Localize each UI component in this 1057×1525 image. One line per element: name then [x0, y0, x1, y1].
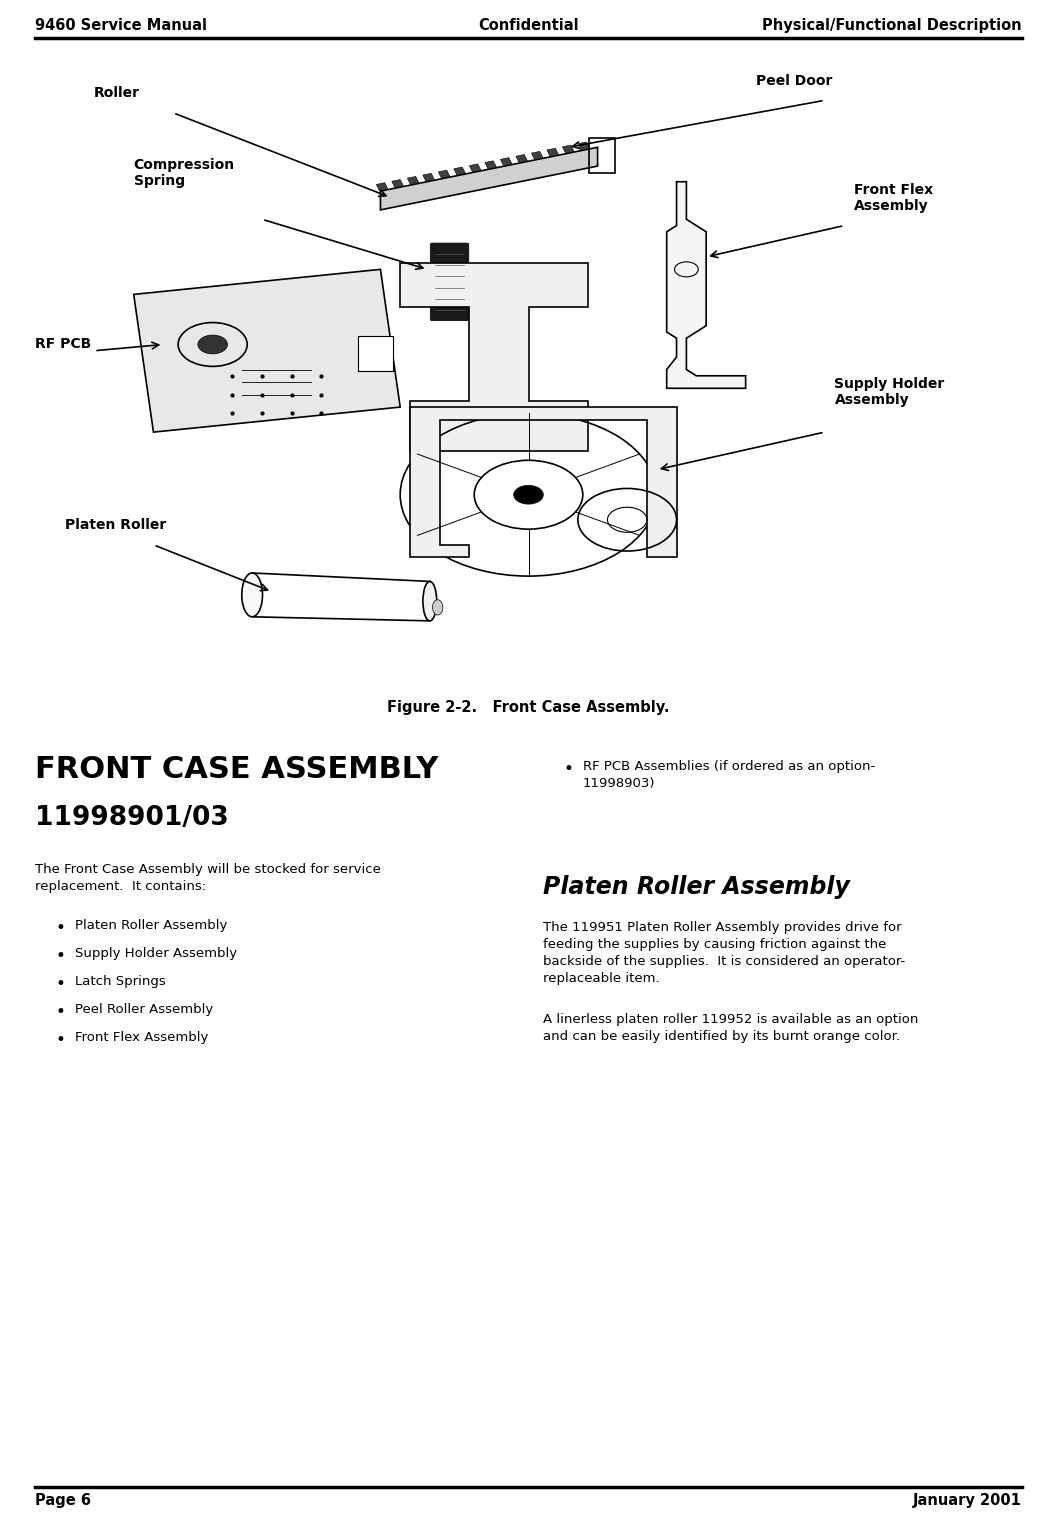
Polygon shape [469, 163, 481, 172]
Polygon shape [410, 407, 676, 557]
Text: Confidential: Confidential [478, 18, 579, 34]
Polygon shape [401, 264, 588, 451]
Text: Supply Holder Assembly: Supply Holder Assembly [75, 947, 237, 961]
Text: Front Flex
Assembly: Front Flex Assembly [854, 183, 933, 214]
Text: Figure 2-2.   Front Case Assembly.: Figure 2-2. Front Case Assembly. [387, 700, 670, 715]
Text: A linerless platen roller 119952 is available as an option
and can be easily ide: A linerless platen roller 119952 is avai… [543, 1013, 919, 1043]
Text: RF PCB Assemblies (if ordered as an option-
11998903): RF PCB Assemblies (if ordered as an opti… [583, 759, 875, 790]
Polygon shape [423, 174, 434, 181]
Text: Supply Holder
Assembly: Supply Holder Assembly [834, 377, 945, 407]
Text: 11998901/03: 11998901/03 [35, 805, 228, 831]
Polygon shape [392, 180, 404, 188]
Text: Platen Roller Assembly: Platen Roller Assembly [75, 920, 227, 932]
Ellipse shape [432, 599, 443, 615]
Text: Front Flex Assembly: Front Flex Assembly [75, 1031, 208, 1045]
Text: RF PCB: RF PCB [35, 337, 91, 351]
Polygon shape [500, 157, 512, 166]
Text: The 119951 Platen Roller Assembly provides drive for
feeding the supplies by cau: The 119951 Platen Roller Assembly provid… [543, 921, 905, 985]
Text: 9460 Service Manual: 9460 Service Manual [35, 18, 207, 34]
Polygon shape [667, 181, 745, 389]
FancyBboxPatch shape [430, 242, 469, 320]
Polygon shape [485, 160, 497, 169]
Polygon shape [532, 151, 543, 160]
Text: Platen Roller: Platen Roller [64, 518, 166, 532]
Text: Roller: Roller [94, 87, 141, 101]
Text: Peel Door: Peel Door [756, 73, 832, 88]
Text: •: • [55, 974, 64, 993]
Text: •: • [55, 920, 64, 936]
Polygon shape [407, 177, 419, 185]
Ellipse shape [423, 581, 437, 621]
Circle shape [198, 336, 227, 354]
Text: The Front Case Assembly will be stocked for service
replacement.  It contains:: The Front Case Assembly will be stocked … [35, 863, 381, 894]
Text: •: • [563, 759, 573, 778]
Polygon shape [578, 142, 590, 149]
Polygon shape [133, 270, 401, 432]
Text: Peel Roller Assembly: Peel Roller Assembly [75, 1003, 214, 1016]
Text: •: • [55, 1031, 64, 1049]
Text: FRONT CASE ASSEMBLY: FRONT CASE ASSEMBLY [35, 755, 439, 784]
Polygon shape [381, 148, 597, 210]
Ellipse shape [242, 573, 262, 616]
Text: •: • [55, 1003, 64, 1022]
Text: Latch Springs: Latch Springs [75, 974, 166, 988]
Polygon shape [546, 148, 558, 157]
Polygon shape [453, 168, 465, 175]
Circle shape [514, 485, 543, 505]
Text: January 2001: January 2001 [913, 1493, 1022, 1508]
Polygon shape [439, 171, 450, 178]
Polygon shape [562, 145, 574, 154]
Text: Physical/Functional Description: Physical/Functional Description [762, 18, 1022, 34]
Polygon shape [516, 154, 527, 163]
FancyBboxPatch shape [357, 337, 393, 372]
Text: •: • [55, 947, 64, 965]
Text: Compression
Spring: Compression Spring [133, 157, 235, 188]
Text: Platen Roller Assembly: Platen Roller Assembly [543, 875, 850, 900]
Polygon shape [376, 183, 388, 191]
Text: Page 6: Page 6 [35, 1493, 91, 1508]
